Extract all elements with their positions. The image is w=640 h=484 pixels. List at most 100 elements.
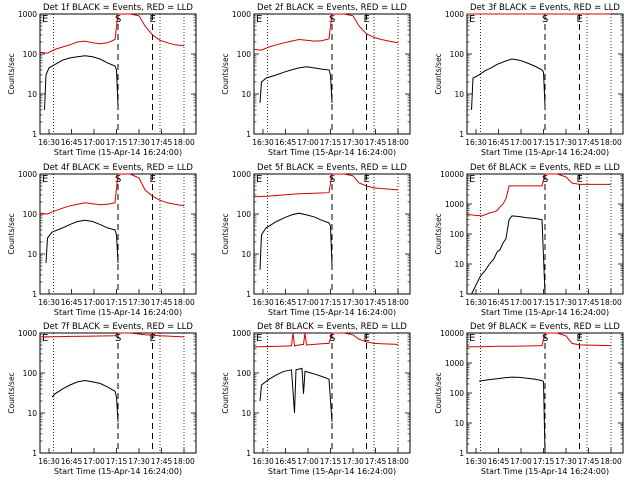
- x-tick-label: 16:45: [488, 298, 510, 307]
- y-tick-label: 100: [237, 50, 252, 59]
- x-tick-label: 17:00: [510, 457, 532, 466]
- y-tick-label: 1: [459, 290, 464, 299]
- x-tick-label: 18:00: [387, 298, 409, 307]
- y-tick-label: 1: [246, 290, 251, 299]
- event-marker-3: E: [577, 333, 583, 344]
- y-tick-label: 10: [454, 419, 464, 428]
- event-marker-2: S: [115, 174, 121, 185]
- y-tick-label: 1: [246, 130, 251, 139]
- y-axis-label: Counts/sec: [434, 372, 443, 413]
- y-tick-label: 100: [23, 369, 38, 378]
- x-axis-label: Start Time (15-Apr-14 16:24:00): [54, 467, 182, 476]
- event-marker-1: E: [469, 14, 475, 25]
- y-tick-label: 10: [241, 250, 251, 259]
- y-tick-label: 10: [27, 250, 37, 259]
- y-axis-label: Counts/sec: [221, 372, 230, 413]
- panel-title: Det 2f BLACK = Events, RED = LLD: [257, 3, 407, 13]
- events-series-line: [478, 376, 546, 454]
- panel-title: Det 3f BLACK = Events, RED = LLD: [470, 3, 620, 13]
- y-tick-label: 1000: [445, 359, 464, 368]
- x-tick-label: 18:00: [173, 457, 195, 466]
- y-tick-label: 100: [237, 369, 252, 378]
- x-tick-label: 17:15: [533, 298, 555, 307]
- events-series-line: [51, 379, 119, 422]
- x-axis-label: Start Time (15-Apr-14 16:24:00): [268, 148, 396, 157]
- y-tick-label: 10: [241, 409, 251, 418]
- lld-series-line: [466, 173, 611, 217]
- y-tick-label: 1: [32, 449, 37, 458]
- y-tick-label: 100: [23, 210, 38, 219]
- events-series-line: [471, 215, 546, 295]
- y-tick-label: 1000: [232, 170, 251, 179]
- x-tick-label: 17:00: [510, 298, 532, 307]
- y-tick-label: 1: [32, 290, 37, 299]
- x-tick-label: 17:15: [320, 138, 342, 147]
- x-tick-label: 16:45: [61, 457, 83, 466]
- x-tick-label: 17:00: [83, 457, 105, 466]
- lld-series-line: [253, 13, 399, 51]
- events-series-line: [45, 219, 119, 263]
- x-tick-label: 17:15: [533, 457, 555, 466]
- x-tick-label: 17:30: [342, 457, 364, 466]
- x-tick-label: 18:00: [600, 138, 622, 147]
- x-tick-label: 16:45: [275, 298, 297, 307]
- events-series-line: [259, 367, 333, 422]
- event-marker-1: E: [256, 174, 262, 185]
- y-tick-label: 1000: [445, 10, 464, 19]
- x-tick-label: 17:15: [533, 138, 555, 147]
- events-series-line: [44, 55, 119, 110]
- y-tick-label: 10000: [440, 170, 464, 179]
- y-tick-label: 1: [246, 449, 251, 458]
- y-tick-label: 100: [450, 50, 465, 59]
- y-tick-label: 1000: [232, 329, 251, 338]
- x-tick-label: 16:30: [252, 298, 274, 307]
- panel-title: Det 4f BLACK = Events, RED = LLD: [43, 163, 193, 173]
- x-tick-label: 16:45: [275, 138, 297, 147]
- y-tick-label: 1: [459, 130, 464, 139]
- x-tick-label: 18:00: [387, 138, 409, 147]
- event-marker-2: S: [542, 333, 548, 344]
- y-tick-label: 100: [450, 389, 465, 398]
- x-tick-label: 17:30: [128, 457, 150, 466]
- event-marker-3: E: [364, 174, 370, 185]
- event-marker-3: E: [577, 14, 583, 25]
- event-marker-1: E: [256, 333, 262, 344]
- x-tick-label: 17:45: [365, 457, 387, 466]
- x-tick-label: 17:45: [365, 298, 387, 307]
- event-marker-3: E: [364, 333, 370, 344]
- event-marker-3: E: [150, 333, 156, 344]
- x-tick-label: 17:45: [578, 298, 600, 307]
- x-tick-label: 17:45: [151, 298, 173, 307]
- event-marker-2: S: [542, 174, 548, 185]
- lld-series-line: [39, 173, 185, 215]
- y-tick-label: 10000: [440, 329, 464, 338]
- panel-title: Det 9f BLACK = Events, RED = LLD: [470, 322, 620, 332]
- event-marker-2: S: [115, 333, 121, 344]
- x-tick-label: 17:45: [151, 138, 173, 147]
- y-axis-label: Counts/sec: [434, 213, 443, 254]
- x-axis-label: Start Time (15-Apr-14 16:24:00): [54, 148, 182, 157]
- x-tick-label: 17:45: [365, 138, 387, 147]
- y-tick-label: 10: [27, 409, 37, 418]
- event-marker-2: S: [329, 174, 335, 185]
- x-axis-label: Start Time (15-Apr-14 16:24:00): [54, 308, 182, 317]
- x-tick-label: 17:30: [342, 298, 364, 307]
- x-tick-label: 17:45: [578, 457, 600, 466]
- lld-series-line: [467, 332, 612, 348]
- x-tick-label: 18:00: [387, 457, 409, 466]
- panel-title: Det 8f BLACK = Events, RED = LLD: [257, 322, 407, 332]
- y-tick-label: 10: [454, 260, 464, 269]
- lld-series-line: [39, 13, 185, 54]
- y-tick-label: 100: [23, 50, 38, 59]
- event-marker-3: E: [150, 174, 156, 185]
- x-tick-label: 17:15: [320, 457, 342, 466]
- lld-series-line: [39, 332, 185, 338]
- x-tick-label: 17:45: [151, 457, 173, 466]
- x-tick-label: 17:15: [106, 138, 128, 147]
- x-tick-label: 17:15: [320, 298, 342, 307]
